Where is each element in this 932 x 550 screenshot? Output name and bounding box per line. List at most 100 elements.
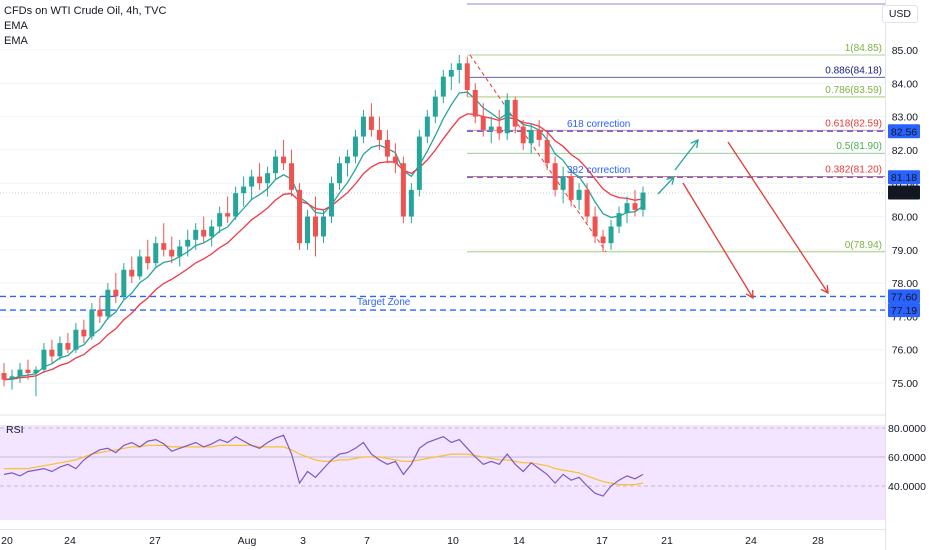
arrow-up-short	[657, 176, 675, 195]
candle-body	[640, 192, 646, 210]
fib-label: 0(78.94)	[845, 240, 882, 251]
candle-body	[81, 329, 87, 337]
time-tick: 27	[149, 535, 161, 547]
candle-body	[57, 343, 63, 357]
fib-label: 0.786(83.59)	[825, 85, 882, 96]
currency-button[interactable]: USD	[881, 5, 918, 23]
candle-body	[161, 243, 167, 250]
candle-body	[265, 173, 271, 184]
rsi-tick: 60.0000	[888, 452, 926, 464]
candle-body	[321, 216, 326, 237]
price-label-box	[888, 124, 920, 139]
indicator-ema-1[interactable]: EMA	[4, 20, 28, 32]
candle-body	[137, 256, 143, 277]
candle-body	[9, 376, 15, 380]
candle-body	[1, 373, 7, 380]
indicator-ema-2[interactable]: EMA	[4, 35, 28, 47]
candle-body	[416, 136, 422, 190]
price-tick: 75.00	[892, 378, 918, 390]
time-tick: 21	[661, 535, 673, 547]
fib-retracement: 1(84.85) 0.886(84.18) 0.786(83.59) 0.618(82…	[467, 43, 885, 253]
price-tick: 78.00	[892, 278, 918, 290]
candle-body	[297, 189, 303, 244]
candle-body	[360, 116, 366, 137]
candle-body	[185, 239, 191, 247]
candle-body	[169, 249, 175, 257]
candle-body	[105, 289, 111, 317]
arrow-annotations	[657, 138, 829, 300]
candle-body	[217, 213, 223, 227]
time-axis: 20 24 27 Aug 3 7 10 14 17 21 24 28	[1, 535, 824, 547]
time-tick: 24	[64, 535, 76, 547]
correction-618-label: 618 correction	[567, 119, 630, 130]
arrow-up-long-head	[690, 138, 699, 149]
arrow-down-short-head	[745, 289, 754, 300]
time-tick: 20	[1, 535, 13, 547]
rsi-tick: 40.0000	[888, 481, 926, 493]
candle-body	[608, 226, 614, 244]
rsi-ma-line	[4, 444, 644, 486]
candle-body	[376, 129, 382, 140]
price-tick: 85.00	[892, 45, 918, 57]
candle-body	[584, 189, 590, 217]
arrow-up-long	[674, 139, 699, 171]
candle-body	[528, 129, 534, 144]
price-tick: 79.00	[892, 245, 918, 257]
arrow-down-long	[727, 141, 829, 294]
symbol-title[interactable]: CFDs on WTI Crude Oil, 4h, TVC	[4, 5, 167, 17]
price-label-text: 82.56	[891, 126, 917, 138]
rsi-band	[0, 425, 885, 520]
fib-label: 0.5(81.90)	[836, 141, 882, 152]
candle-body	[472, 89, 478, 117]
candle-body	[384, 139, 390, 157]
candle-body	[313, 216, 319, 237]
price-label-text: 77.19	[891, 305, 917, 317]
candle-body	[424, 116, 430, 137]
candle-body	[153, 243, 159, 264]
price-label-box	[888, 170, 920, 185]
price-tick: 84.00	[892, 78, 918, 90]
price-axis: 85.0084.0083.0082.0081.0080.0079.0078.00…	[888, 45, 926, 493]
candles	[1, 54, 646, 397]
price-tick: 83.00	[892, 112, 918, 124]
candle-body	[368, 116, 374, 130]
candle-body	[281, 156, 287, 164]
horizontal-levels	[0, 3, 885, 311]
candle-body	[25, 369, 31, 374]
candle-body	[201, 229, 207, 237]
fib-label: 0.618(82.59)	[825, 118, 882, 129]
chart-header: CFDs on WTI Crude Oil, 4h, TVC EMA EMA	[4, 4, 166, 49]
rsi-tick: 80.0000	[888, 423, 926, 435]
candle-body	[440, 76, 446, 97]
candle-body	[121, 269, 127, 297]
time-tick: 3	[300, 535, 306, 547]
candle-body	[249, 176, 255, 187]
candle-body	[480, 116, 486, 130]
arrow-up-short-head	[666, 176, 675, 185]
candle-body	[400, 163, 406, 217]
candle-body	[49, 349, 55, 357]
time-tick: 28	[812, 535, 824, 547]
target-zone-label: Target Zone	[357, 297, 411, 308]
candle-body	[504, 99, 510, 134]
candle-body	[17, 369, 23, 377]
candle-body	[209, 226, 215, 237]
fib-label: 0.886(84.18)	[825, 65, 882, 76]
candle-body	[289, 163, 295, 190]
candle-body	[568, 176, 574, 200]
time-tick: 14	[513, 535, 525, 547]
candle-body	[225, 213, 231, 217]
candle-body	[336, 163, 342, 184]
candle-body	[600, 236, 606, 244]
price-tick: 82.00	[892, 145, 918, 157]
candle-body	[456, 63, 462, 70]
time-tick: 10	[447, 535, 459, 547]
candle-body	[145, 256, 151, 264]
arrow-down-long-head	[820, 284, 829, 295]
candle-body	[496, 126, 502, 134]
grid	[0, 0, 886, 550]
candle-body	[392, 156, 398, 164]
price-tick: 80.00	[892, 212, 918, 224]
candle-body	[552, 163, 558, 190]
